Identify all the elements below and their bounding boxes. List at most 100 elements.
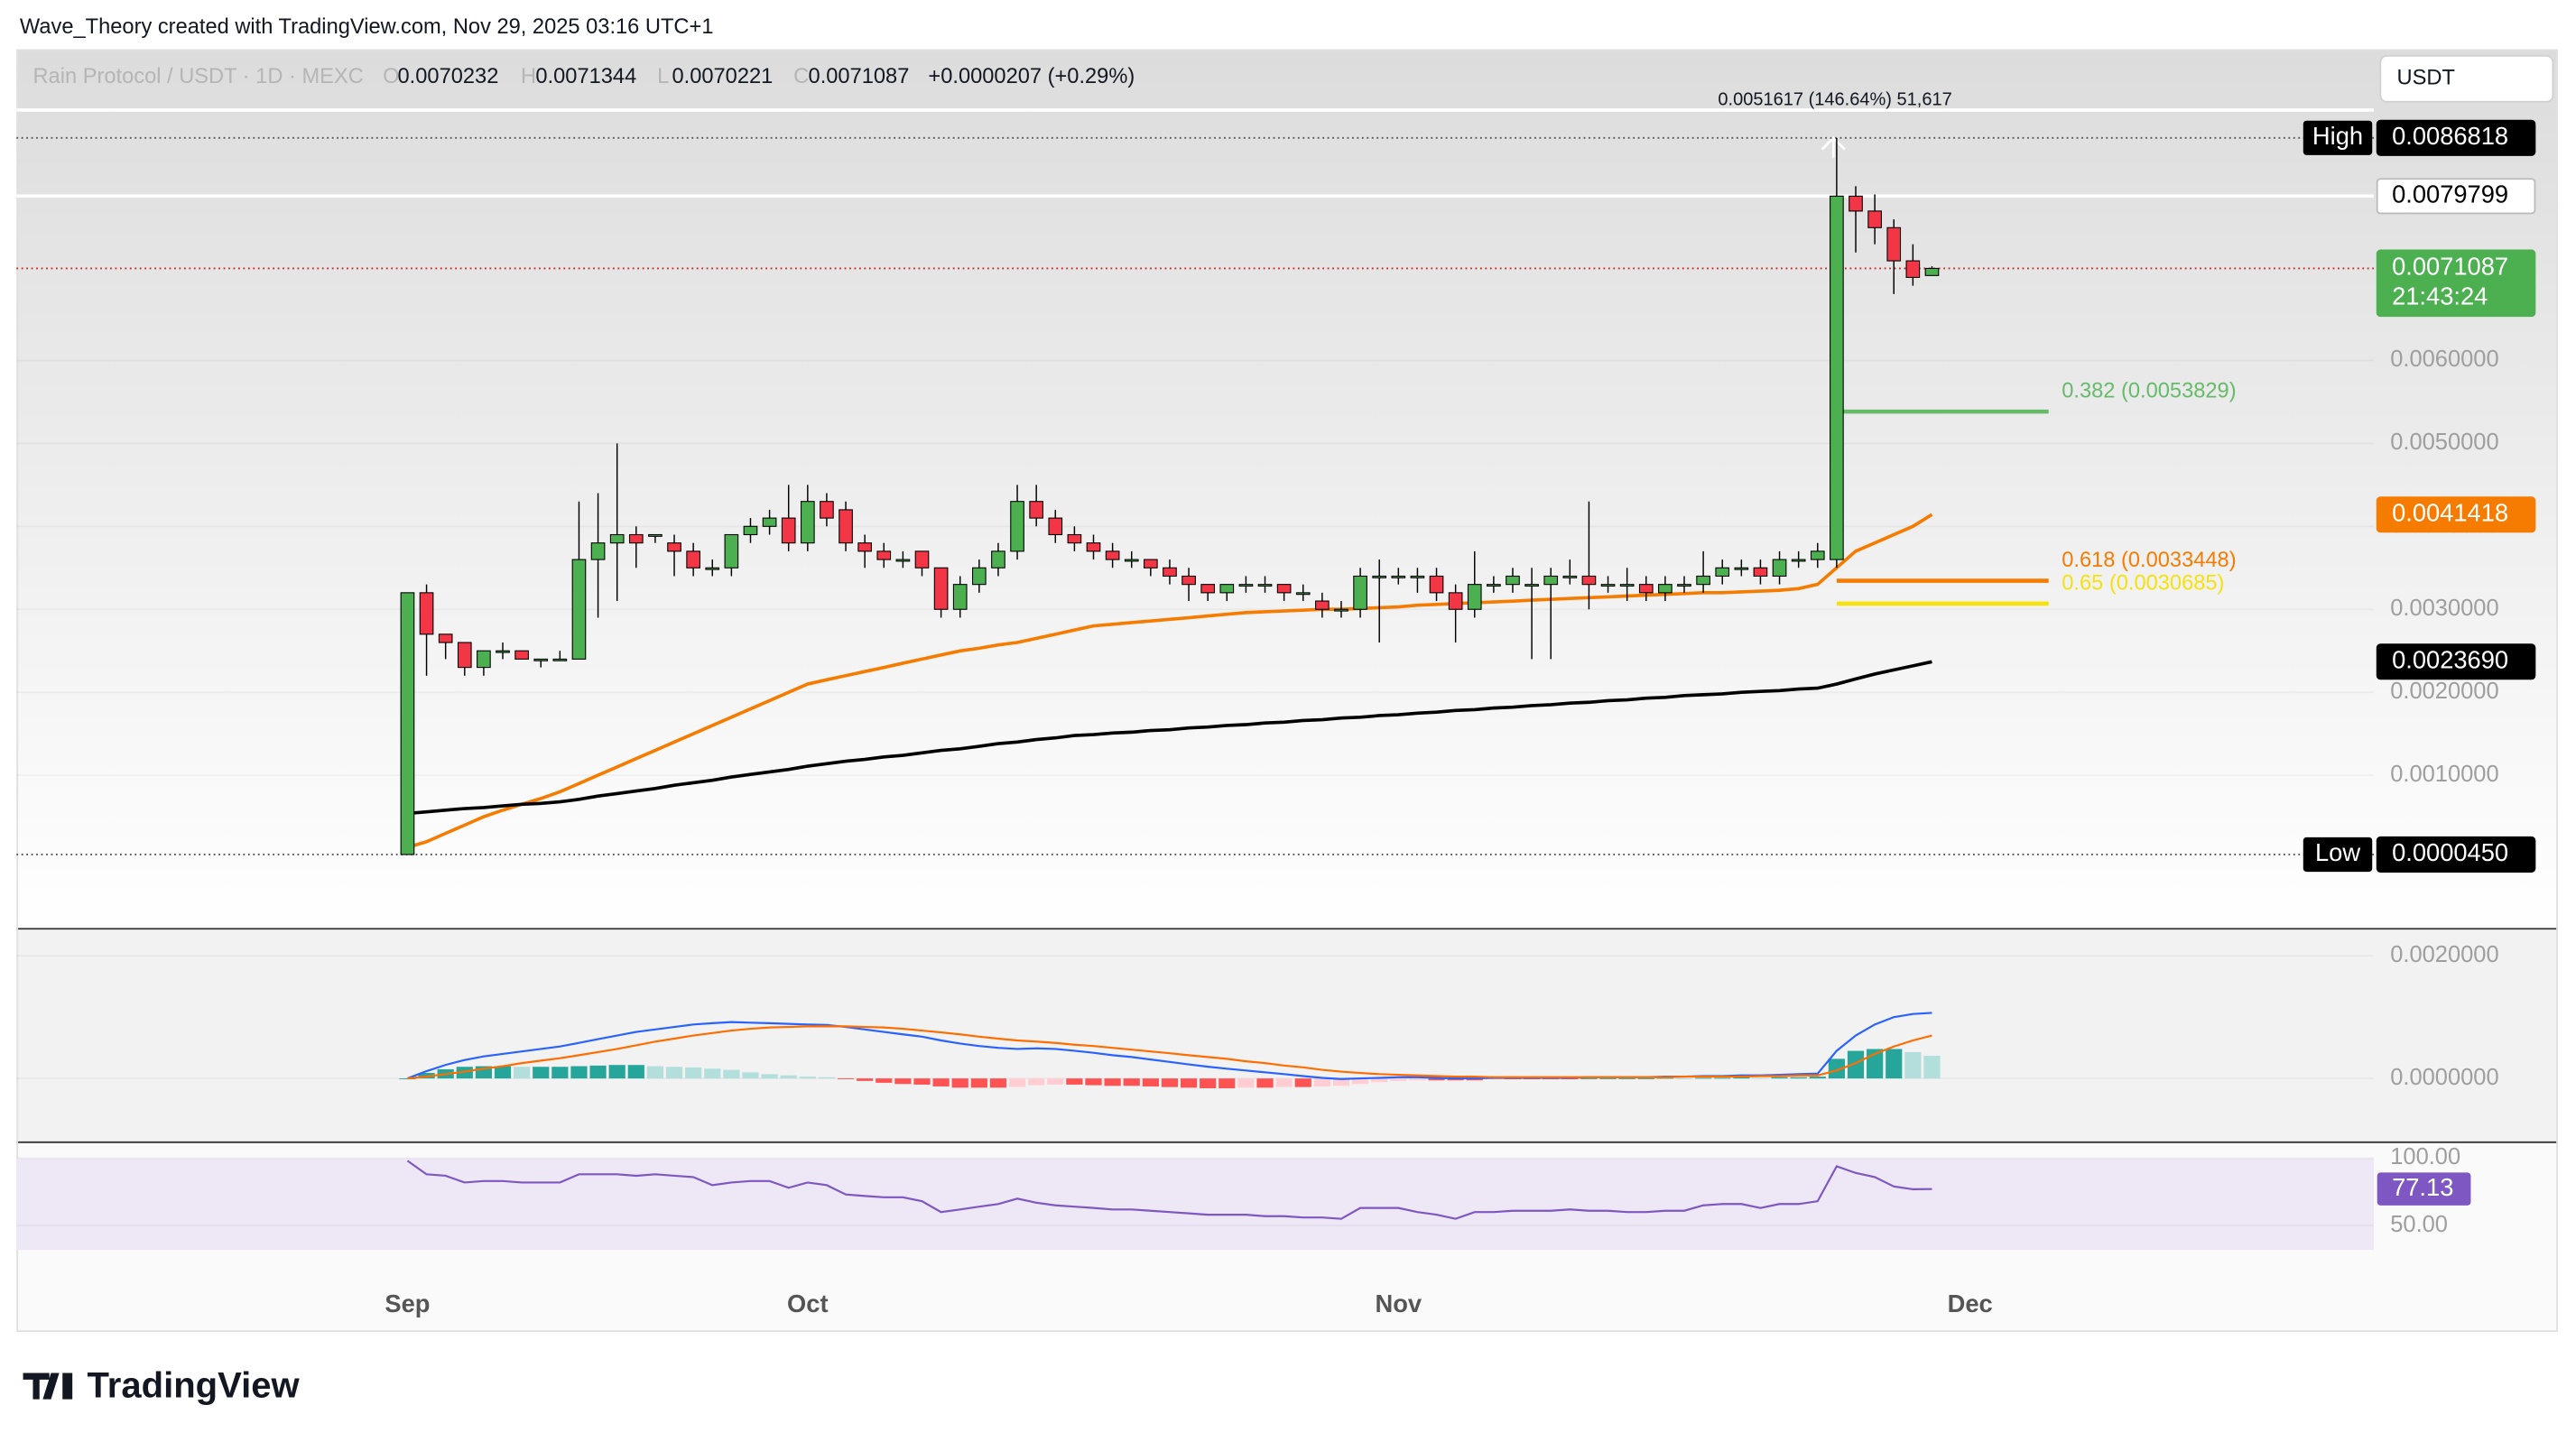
candle-body [1124, 559, 1139, 562]
histogram-bar [1923, 1055, 1941, 1079]
histogram-bar [780, 1075, 797, 1079]
histogram-bar [1161, 1078, 1179, 1087]
histogram-bar [1085, 1078, 1102, 1086]
histogram-bar [1828, 1058, 1845, 1079]
candle-body [1257, 584, 1273, 587]
histogram-bar [1237, 1078, 1255, 1088]
currency-button[interactable] [2379, 54, 2554, 103]
candle-body [705, 567, 720, 570]
candle-body [1086, 542, 1101, 552]
histogram-bar [1313, 1078, 1330, 1086]
histogram-bar [1142, 1078, 1159, 1086]
candle-body [914, 550, 930, 568]
histogram-bar [818, 1077, 836, 1079]
measure-arrow [1821, 135, 1846, 158]
indicator-line [407, 1025, 1932, 1080]
candle-body [991, 550, 1005, 568]
indicator-line [406, 513, 1933, 849]
candle-body [1600, 584, 1616, 587]
candle-body [1295, 592, 1311, 596]
histogram-bar [665, 1067, 683, 1079]
candle-body [1905, 260, 1921, 279]
change: +0.0000207 (+0.29%) [928, 65, 1135, 88]
candle-body [857, 542, 872, 552]
candle-body [400, 592, 415, 855]
candle-body [743, 525, 758, 536]
histogram-bar [1428, 1078, 1445, 1081]
histogram-bar [646, 1066, 664, 1079]
histogram-bar [608, 1065, 625, 1079]
fib-label: 0.65 (0.0030685) [2062, 571, 2224, 595]
candle-body [477, 650, 491, 669]
histogram-bar [1047, 1078, 1064, 1085]
y-tick-label: 100.00 [2390, 1144, 2460, 1169]
ohlc-key: O [383, 65, 399, 88]
y-tick-label: 0.0050000 [2390, 430, 2498, 455]
candle-body [609, 533, 625, 544]
histogram-bar [1599, 1078, 1617, 1080]
histogram-bar [1066, 1078, 1083, 1085]
histogram-bar [627, 1065, 644, 1079]
candle-body [590, 542, 606, 560]
y-tick-label: 0.0030000 [2390, 596, 2498, 621]
macd-pane [16, 929, 2558, 1142]
candle-body [1200, 584, 1216, 594]
histogram-bar [1447, 1078, 1464, 1081]
candle-body [419, 592, 434, 635]
histogram-bar [1904, 1051, 1922, 1079]
histogram-bar [533, 1067, 550, 1079]
candle-body [800, 501, 815, 544]
price-tag [2376, 496, 2536, 533]
histogram-bar [704, 1068, 721, 1079]
ohlc-key: L [657, 65, 669, 88]
candle-body [1715, 567, 1730, 578]
candle-body [895, 559, 911, 562]
x-tick-label: Dec [1948, 1289, 1993, 1317]
price-tag-name: High [2312, 122, 2363, 150]
histogram-bar [799, 1077, 816, 1079]
brand-logo [23, 1373, 73, 1400]
histogram-bar [551, 1067, 569, 1079]
histogram-bar [1390, 1078, 1407, 1081]
candle-body [1048, 517, 1063, 536]
histogram-bar [970, 1078, 987, 1088]
candle-body [820, 501, 834, 519]
histogram-bar [1656, 1077, 1673, 1079]
currency[interactable]: USDT [2397, 67, 2455, 90]
candle-body [1849, 195, 1863, 212]
histogram-bar [1790, 1077, 1807, 1079]
histogram-bar [1409, 1078, 1426, 1081]
histogram-bar [514, 1067, 531, 1079]
histogram-bar [1219, 1078, 1236, 1089]
candle-body [1638, 584, 1654, 594]
candle-body [571, 559, 587, 660]
ohlc-value: 0.0071344 [535, 65, 636, 88]
ohlc-value: 0.0070232 [398, 65, 499, 88]
candle-body [1429, 575, 1444, 594]
x-tick-label: Oct [787, 1289, 829, 1317]
candle-body [1924, 267, 1940, 276]
candle-body [686, 550, 700, 568]
histogram-bar [913, 1078, 931, 1085]
histogram-bar [1008, 1078, 1026, 1087]
histogram-bar [857, 1078, 874, 1081]
symbol: Rain Protocol / USDT · 1D · MEXC [32, 65, 363, 88]
histogram-bar [685, 1067, 702, 1079]
histogram-bar [494, 1066, 512, 1079]
price-tag [2376, 178, 2536, 215]
histogram-bar [1294, 1078, 1311, 1087]
candle-body [1163, 567, 1177, 578]
candle-body [1315, 600, 1330, 610]
candle-body [648, 533, 663, 537]
candle-body [1410, 575, 1425, 578]
histogram-bar [761, 1074, 778, 1079]
histogram-bar [1733, 1077, 1750, 1079]
histogram-bar [1695, 1077, 1712, 1079]
candle-body [667, 542, 681, 552]
price-tag-label: 0.0079799 [2392, 180, 2508, 208]
candle-body [1276, 584, 1292, 594]
candle-body [839, 509, 853, 544]
candle-body [1867, 210, 1882, 228]
histogram-bar [1809, 1077, 1826, 1079]
